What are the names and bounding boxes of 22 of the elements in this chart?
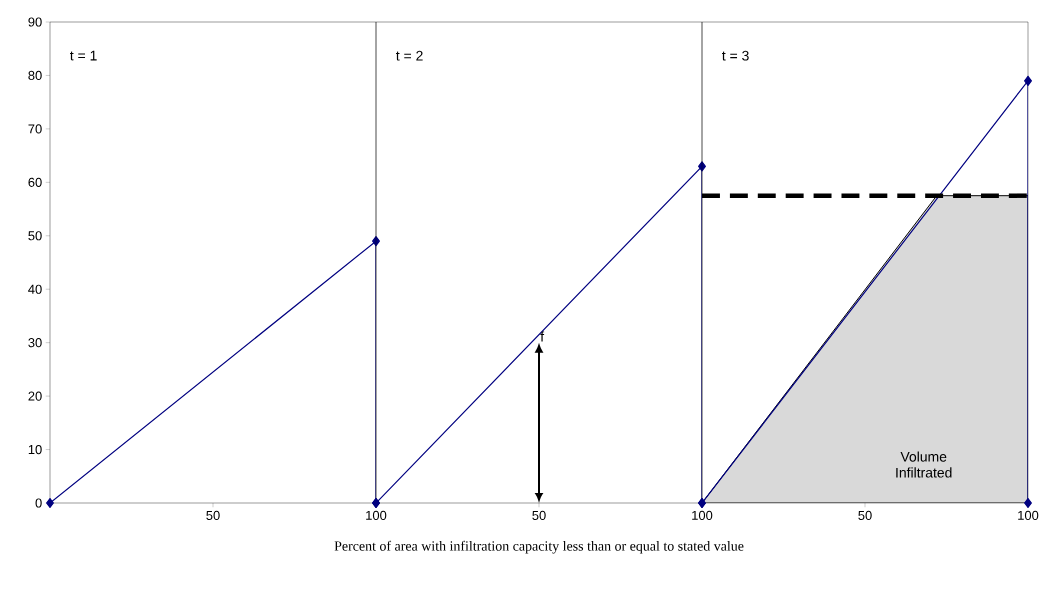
x-tick-label: 50 (858, 510, 872, 520)
x-tick-label: 50 (206, 510, 220, 520)
annotation: f (540, 331, 545, 342)
annotation: t = 1 (70, 50, 97, 61)
y-tick-label: 30 (28, 338, 42, 348)
x-axis-title: Percent of area with infiltration capacity less than or equal to stated value (334, 540, 744, 554)
annotation: t = 2 (396, 50, 423, 61)
x-tick-label: 50 (532, 510, 546, 520)
y-tick-label: 50 (28, 231, 42, 241)
y-tick-label: 60 (28, 177, 42, 187)
y-tick-label: 0 (35, 498, 42, 508)
y-tick-label: 70 (28, 124, 42, 134)
y-tick-label: 90 (28, 17, 42, 27)
annotation: t = 3 (722, 50, 749, 61)
x-tick-label: 100 (366, 510, 387, 520)
y-tick-label: 80 (28, 70, 42, 81)
annotation: Volume Infiltrated (896, 451, 952, 478)
y-tick-label: 10 (28, 444, 42, 455)
x-tick-label: 100 (1018, 510, 1039, 520)
y-tick-label: 40 (28, 284, 42, 294)
x-tick-label: 100 (692, 510, 713, 520)
y-tick-label: 20 (28, 391, 42, 401)
